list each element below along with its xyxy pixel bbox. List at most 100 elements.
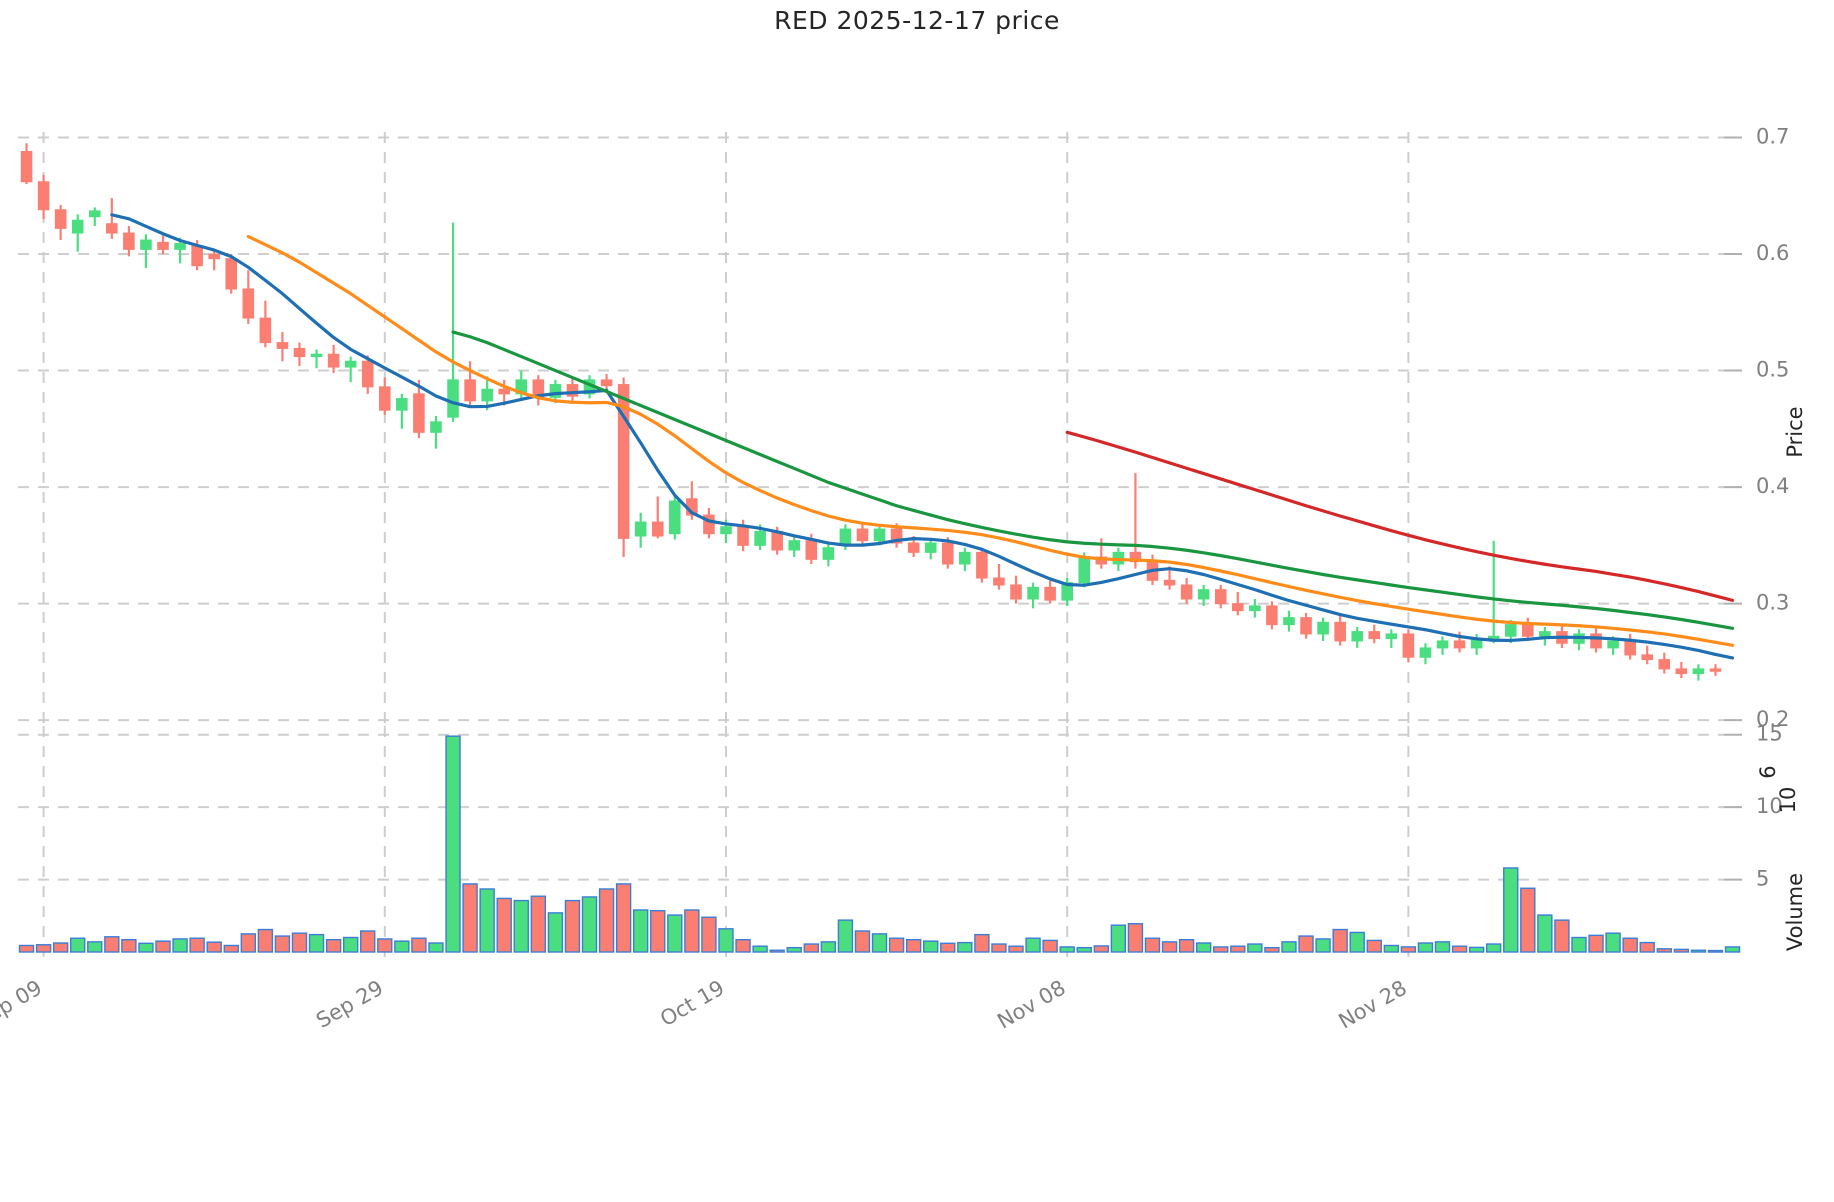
volume-bar (1724, 946, 1741, 953)
candlestick (1658, 652, 1671, 674)
volume-bar (1127, 923, 1144, 953)
volume-bar (1144, 937, 1161, 953)
volume-bar (1690, 949, 1707, 953)
candlestick (532, 375, 545, 406)
candlestick (361, 355, 374, 394)
volume-bar (513, 899, 529, 953)
candlestick (430, 416, 442, 449)
volume-bar (923, 940, 939, 953)
volume-bar (274, 935, 291, 953)
volume-bar (1588, 934, 1604, 953)
candlestick (157, 235, 169, 255)
volume-bar (411, 937, 427, 953)
candlestick (106, 198, 118, 239)
volume-tick-label: 15 (1756, 722, 1783, 746)
volume-bar (240, 933, 257, 953)
volume-bar (1656, 948, 1672, 953)
candlestick (1487, 540, 1500, 644)
volume-bar (308, 933, 325, 953)
volume-bar (888, 937, 905, 953)
volume-bar (1332, 928, 1348, 953)
volume-bar (1605, 932, 1621, 953)
volume-bar (1468, 946, 1485, 953)
volume-bar (940, 942, 956, 953)
price-tick-label: 0.5 (1756, 358, 1789, 382)
volume-bar (206, 941, 222, 953)
candlestick (1061, 577, 1073, 606)
volume-bar (172, 938, 188, 953)
candlestick (498, 379, 510, 406)
candlestick (976, 547, 988, 583)
candlestick (1129, 473, 1142, 569)
volume-bar (104, 936, 120, 953)
price-tick-label: 0.2 (1756, 707, 1789, 731)
candlestick (703, 508, 715, 539)
candlestick (651, 496, 664, 539)
candlestick (71, 214, 84, 252)
volume-bar (871, 933, 888, 953)
candlestick (1232, 591, 1244, 616)
candlestick (1249, 598, 1261, 618)
volume-bar (1093, 945, 1110, 953)
volume-bar (598, 888, 615, 953)
volume-bar (854, 930, 871, 953)
volume-bar (735, 938, 751, 953)
volume-bar (957, 941, 973, 953)
volume-bar (1315, 938, 1331, 953)
volume-bar (87, 941, 103, 953)
candlestick (1334, 615, 1346, 646)
volume-bar (1195, 942, 1212, 953)
volume-bar (1451, 945, 1468, 953)
volume-bar (1110, 924, 1127, 953)
volume-bar (1366, 939, 1382, 953)
candlestick (515, 370, 528, 401)
volume-bar (1520, 887, 1536, 953)
volume-bar (325, 938, 342, 953)
candlestick (669, 494, 681, 540)
candlestick (1044, 580, 1056, 604)
volume-bar (377, 938, 393, 953)
candlestick (276, 332, 289, 362)
x-tick-label: Nov 28 (1334, 976, 1410, 1034)
volume-bar (667, 914, 683, 953)
candlestick (1709, 664, 1722, 676)
volume-bar (1417, 942, 1434, 953)
volume-bar (291, 932, 308, 953)
candlestick (481, 376, 493, 411)
candlestick (822, 543, 835, 567)
x-gridlines (42, 132, 1410, 966)
volume-bar (1264, 946, 1280, 953)
candlestick (293, 342, 306, 366)
candlestick (788, 536, 801, 558)
price-tick-label: 0.7 (1756, 124, 1789, 148)
x-axis-ticks: Sep 09 Sep 29 Oct 19 Nov 08 Nov 28 (0, 976, 1411, 1034)
volume-bar (342, 936, 359, 953)
volume-bar (70, 937, 86, 953)
candlestick (1675, 661, 1688, 679)
volume-bar-series (18, 735, 1741, 953)
volume-bar (615, 883, 632, 953)
volume-bar (1008, 945, 1024, 953)
candlestick (1436, 636, 1449, 655)
candlestick (123, 226, 135, 257)
candlestick (1368, 624, 1381, 644)
volume-bar (1042, 939, 1058, 953)
candlestick (88, 207, 101, 227)
volume-bar (991, 943, 1007, 953)
volume-bar (257, 928, 274, 953)
candlestick (413, 379, 425, 439)
candlestick (447, 222, 459, 422)
volume-bar (479, 888, 495, 953)
candlestick (1197, 584, 1210, 606)
candlestick (873, 524, 886, 546)
volume-bar (189, 937, 205, 953)
moving-average-line (451, 330, 1735, 630)
volume-bar (1622, 937, 1638, 953)
volume-bar (1434, 941, 1451, 953)
volume-bar (1400, 946, 1417, 953)
volume-bar (1639, 941, 1655, 953)
moving-average-line (246, 234, 1735, 647)
volume-axis-label: Volume (1783, 873, 1807, 951)
volume-bar (684, 909, 700, 953)
